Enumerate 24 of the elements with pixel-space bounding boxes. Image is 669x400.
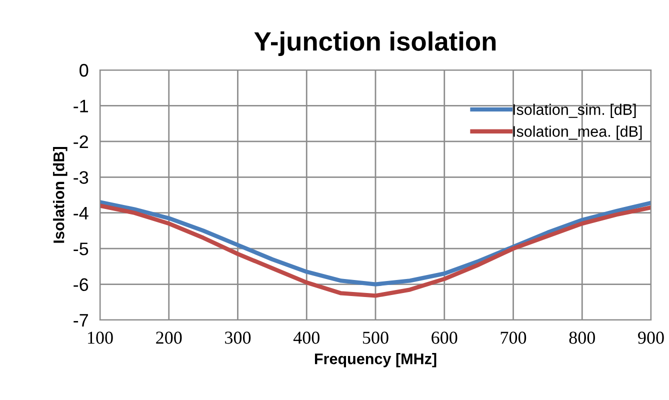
y-tick-label: -2 [74, 135, 88, 148]
y-tick-label: -1 [74, 100, 88, 112]
y-tick-label: -6 [74, 278, 88, 292]
x-tick-label: 600 [432, 332, 458, 344]
y-axis-title: Isolation [dB] [53, 147, 68, 243]
x-tick-label: 400 [293, 332, 320, 344]
y-tick-label: -4 [74, 206, 88, 220]
x-tick-label: 500 [363, 332, 388, 344]
legend-label: Isolation_sim. [dB] [513, 104, 636, 118]
chart-title: Y-junction isolation [254, 31, 496, 56]
x-tick-label: 700 [500, 332, 526, 344]
x-tick-label: 800 [569, 332, 595, 344]
x-tick-label: 200 [156, 332, 182, 344]
y-tick-label: 0 [80, 64, 88, 77]
y-tick-label: -5 [74, 242, 88, 256]
legend-label: Isolation_mea. [dB] [513, 126, 642, 140]
x-tick-label: 300 [225, 332, 251, 344]
line-series [100, 200, 651, 286]
line-series [100, 204, 651, 298]
x-tick-label: 100 [88, 332, 113, 344]
y-tick-label: -3 [74, 171, 88, 184]
x-tick-label: 900 [638, 332, 664, 344]
y-tick-label: -7 [74, 314, 88, 327]
x-axis-title: Frequency [MHz] [314, 353, 436, 368]
